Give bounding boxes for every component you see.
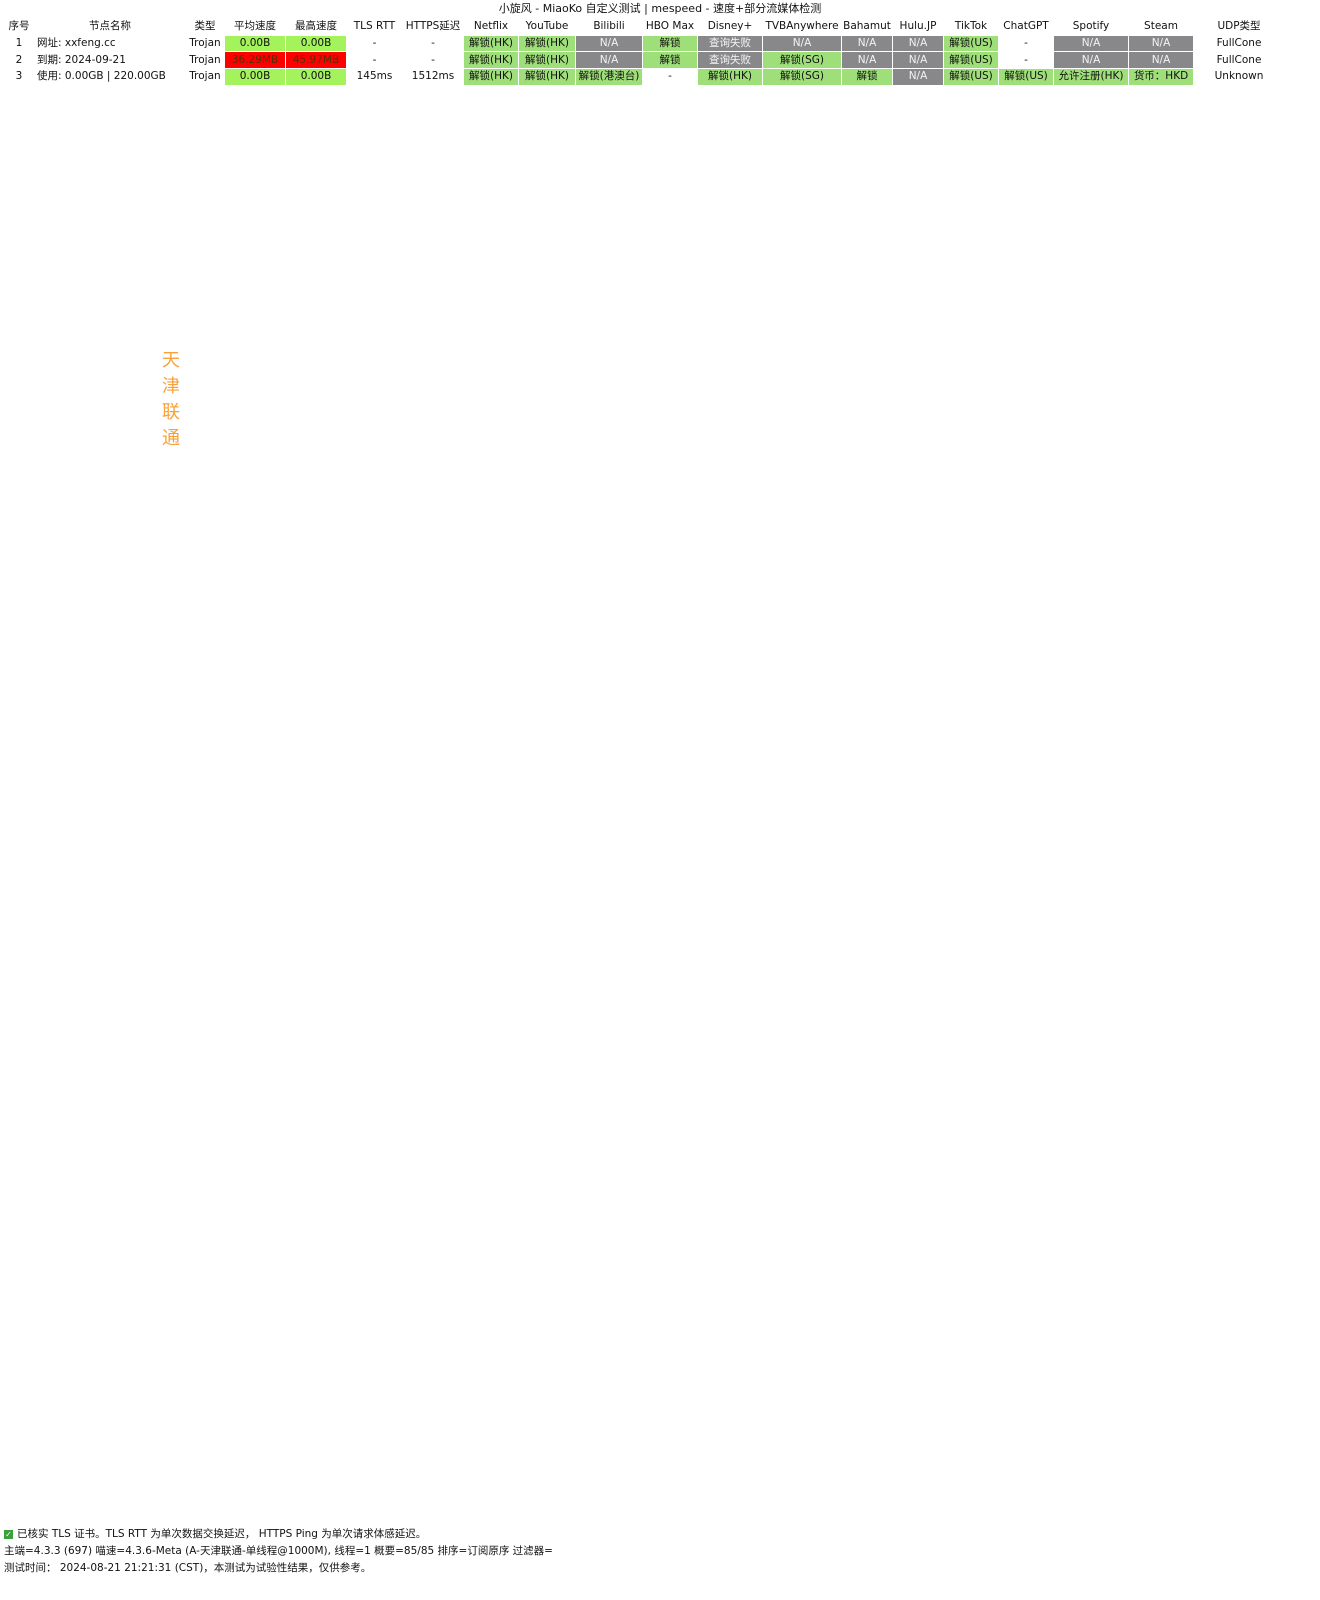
column-header[interactable]: Steam: [1129, 19, 1193, 35]
avg-speed: 36.29MB: [225, 52, 285, 69]
status-nf: 解锁(HK): [464, 52, 518, 69]
footer: ✓ 已核实 TLS 证书。TLS RTT 为单次数据交换延迟， HTTPS Pin…: [4, 1526, 553, 1577]
tls-rtt: 145ms: [347, 69, 402, 85]
status-gpt: 解锁(US): [999, 69, 1053, 85]
status-bb: N/A: [576, 35, 642, 52]
status-hulu: N/A: [893, 52, 943, 69]
status-tt: 解锁(US): [944, 52, 998, 69]
https-latency: -: [403, 52, 463, 69]
column-header[interactable]: 类型: [186, 19, 224, 35]
column-header[interactable]: 平均速度: [225, 19, 285, 35]
status-yt: 解锁(HK): [519, 35, 575, 52]
column-header[interactable]: 节点名称: [35, 19, 185, 35]
row-index: 1: [4, 35, 34, 52]
column-header[interactable]: Hulu.JP: [893, 19, 943, 35]
results-table: 序号 节点名称 类型 平均速度 最高速度 TLS RTT HTTPS延迟 Netflix You…: [3, 18, 1285, 86]
column-header[interactable]: 最高速度: [286, 19, 346, 35]
status-nf: 解锁(HK): [464, 69, 518, 85]
table-row[interactable]: 1 网址: xxfeng.cc Trojan 0.00B 0.00B - - 解锁(HK) 解锁…: [4, 35, 1284, 52]
status-tvb: N/A: [763, 35, 841, 52]
column-header[interactable]: TikTok: [944, 19, 998, 35]
udp-type: FullCone: [1194, 35, 1284, 52]
https-latency: 1512ms: [403, 69, 463, 85]
column-header[interactable]: Disney+: [698, 19, 762, 35]
column-header[interactable]: Bahamut: [842, 19, 892, 35]
status-sp: N/A: [1054, 35, 1128, 52]
protocol-type: Trojan: [186, 69, 224, 85]
status-st: N/A: [1129, 35, 1193, 52]
status-yt: 解锁(HK): [519, 69, 575, 85]
max-speed: 0.00B: [286, 35, 346, 52]
status-nf: 解锁(HK): [464, 35, 518, 52]
status-st: 货币：HKD: [1129, 69, 1193, 85]
column-header[interactable]: HTTPS延迟: [403, 19, 463, 35]
status-tt: 解锁(US): [944, 69, 998, 85]
status-tvb: 解锁(SG): [763, 69, 841, 85]
udp-type: FullCone: [1194, 52, 1284, 69]
column-header[interactable]: UDP类型: [1194, 19, 1284, 35]
check-icon: ✓: [4, 1530, 13, 1539]
column-header[interactable]: Netflix: [464, 19, 518, 35]
status-tt: 解锁(US): [944, 35, 998, 52]
status-dis: 查询失败: [698, 35, 762, 52]
column-header[interactable]: TLS RTT: [347, 19, 402, 35]
footer-line-1: ✓ 已核实 TLS 证书。TLS RTT 为单次数据交换延迟， HTTPS Pin…: [4, 1528, 427, 1540]
status-hbo: -: [643, 69, 697, 85]
max-speed: 0.00B: [286, 69, 346, 85]
status-hbo: 解锁: [643, 52, 697, 69]
udp-type: Unknown: [1194, 69, 1284, 85]
status-st: N/A: [1129, 52, 1193, 69]
max-speed: 45.97MB: [286, 52, 346, 69]
status-gpt: -: [999, 35, 1053, 52]
status-bah: N/A: [842, 35, 892, 52]
status-sp: 允许注册(HK): [1054, 69, 1128, 85]
status-sp: N/A: [1054, 52, 1128, 69]
node-name: 到期: 2024-09-21: [35, 52, 185, 69]
footer-line-3: 测试时间： 2024-08-21 21:21:31 (CST)，本测试为试验性结…: [4, 1562, 372, 1574]
https-latency: -: [403, 35, 463, 52]
watermark-text: 天津联通: [162, 350, 180, 449]
column-header[interactable]: ChatGPT: [999, 19, 1053, 35]
status-dis: 解锁(HK): [698, 69, 762, 85]
status-hulu: N/A: [893, 35, 943, 52]
table-row[interactable]: 2 到期: 2024-09-21 Trojan 36.29MB 45.97MB - - 解锁(…: [4, 52, 1284, 69]
node-name: 网址: xxfeng.cc: [35, 35, 185, 52]
table-row[interactable]: 3 使用: 0.00GB | 220.00GB Trojan 0.00B 0.00B 14…: [4, 69, 1284, 85]
status-yt: 解锁(HK): [519, 52, 575, 69]
status-bah: N/A: [842, 52, 892, 69]
page-title: 小旋风 - MiaoKo 自定义测试 | mespeed - 速度+部分流媒体检…: [498, 2, 822, 15]
protocol-type: Trojan: [186, 35, 224, 52]
row-index: 3: [4, 69, 34, 85]
protocol-type: Trojan: [186, 52, 224, 69]
footer-line-2: 主端=4.3.3 (697) 喵速=4.3.6-Meta (A-天津联通-单线程…: [4, 1545, 553, 1557]
column-header[interactable]: HBO Max: [643, 19, 697, 35]
status-gpt: -: [999, 52, 1053, 69]
status-bb: N/A: [576, 52, 642, 69]
status-hulu: N/A: [893, 69, 943, 85]
tls-rtt: -: [347, 52, 402, 69]
status-hbo: 解锁: [643, 35, 697, 52]
avg-speed: 0.00B: [225, 35, 285, 52]
column-header[interactable]: Bilibili: [576, 19, 642, 35]
table-header: 序号 节点名称 类型 平均速度 最高速度 TLS RTT HTTPS延迟 Netflix You…: [4, 19, 1284, 35]
column-header[interactable]: Spotify: [1054, 19, 1128, 35]
column-header[interactable]: 序号: [4, 19, 34, 35]
status-tvb: 解锁(SG): [763, 52, 841, 69]
avg-speed: 0.00B: [225, 69, 285, 85]
node-name: 使用: 0.00GB | 220.00GB: [35, 69, 185, 85]
row-index: 2: [4, 52, 34, 69]
status-bb: 解锁(港澳台): [576, 69, 642, 85]
status-dis: 查询失败: [698, 52, 762, 69]
column-header[interactable]: YouTube: [519, 19, 575, 35]
status-bah: 解锁: [842, 69, 892, 85]
tls-rtt: -: [347, 35, 402, 52]
column-header[interactable]: TVBAnywhere: [763, 19, 841, 35]
